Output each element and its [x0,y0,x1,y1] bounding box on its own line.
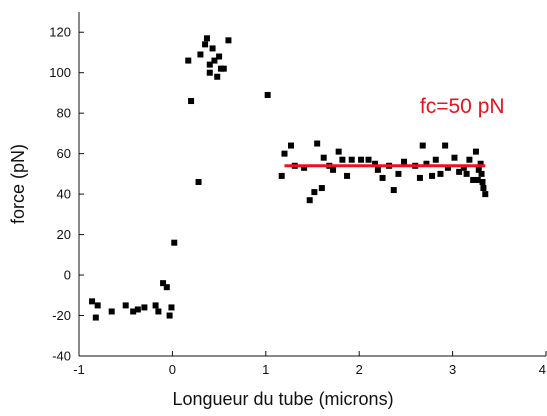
data-point [401,158,408,165]
data-point [416,174,423,181]
data-point [209,45,216,52]
y-axis-title: force (pN) [8,144,28,224]
data-point [344,172,351,179]
data-point [188,98,195,105]
data-point [160,280,167,287]
data-point [466,156,473,163]
data-point [301,164,308,171]
data-point [335,148,342,155]
data-point [264,91,271,98]
data-point [163,284,170,291]
data-point [314,140,321,147]
data-point [216,53,223,60]
x-tick-label: 2 [356,362,363,377]
data-point [318,185,325,192]
data-point [379,174,386,181]
data-point [281,150,288,157]
data-point [444,164,451,171]
data-point [206,61,213,68]
data-point [423,160,430,167]
data-point [482,191,489,198]
data-point [168,304,175,311]
force-annotation: fc=50 pN [420,95,505,118]
data-point [89,298,96,305]
data-point [130,308,137,315]
x-ticks: -1 0 1 2 3 4 [73,351,547,377]
data-point [339,156,346,163]
data-point [432,156,439,163]
data-point [211,57,218,64]
data-point [94,302,101,309]
x-tick-label: 0 [169,362,176,377]
data-point [451,154,458,161]
data-point [288,142,295,149]
data-point [477,160,484,167]
data-point [195,178,202,185]
y-tick-label: 120 [49,25,71,40]
data-point [460,164,467,171]
x-tick-label: 1 [262,362,269,377]
y-tick-label: -40 [52,349,71,364]
data-point [220,65,227,72]
data-point [478,170,485,177]
data-point [472,148,479,155]
data-point [214,73,221,80]
data-point [374,166,381,173]
data-point [480,185,487,192]
data-point [185,57,192,64]
data-point [470,176,477,183]
data-points [89,35,489,321]
data-point [442,142,449,149]
x-tick-label: 3 [449,362,456,377]
y-tick-label: -20 [52,308,71,323]
data-point [474,176,481,183]
data-point [306,197,313,204]
data-point [225,37,232,44]
data-point [372,160,379,167]
data-point [390,187,397,194]
data-point [311,189,318,196]
data-point [395,170,402,177]
data-point [429,172,436,179]
data-point [463,170,470,177]
data-point [141,304,148,311]
data-point [365,156,372,163]
y-tick-label: 20 [57,227,71,242]
data-point [155,308,162,315]
plot-area: -40 -20 0 20 40 60 80 100 120 -1 0 1 2 3 4 fc=50 pN [49,12,547,377]
data-point [320,154,327,161]
x-axis-title: Longueur du tube (microns) [172,389,393,409]
data-point [348,156,355,163]
y-tick-label: 0 [64,268,71,283]
y-tick-label: 40 [57,187,71,202]
data-point [166,312,173,319]
data-point [197,51,204,58]
data-point [122,302,129,309]
data-point [134,306,141,313]
data-point [152,302,159,309]
data-point [419,142,426,149]
data-point [108,308,115,315]
data-point [358,156,365,163]
y-tick-label: 100 [49,65,71,80]
data-point [330,166,337,173]
y-tick-label: 80 [57,106,71,121]
data-point [456,168,463,175]
data-point [202,41,209,48]
data-point [475,166,482,173]
y-ticks: -40 -20 0 20 40 60 80 100 120 [49,25,84,364]
data-point [203,35,210,42]
data-point [479,178,486,185]
data-point [206,69,213,76]
data-point [171,239,178,246]
x-tick-label: 4 [539,362,546,377]
x-tick-label: -1 [73,362,85,377]
data-point [92,314,99,321]
data-point [278,172,285,179]
y-tick-label: 60 [57,146,71,161]
data-point [437,170,444,177]
